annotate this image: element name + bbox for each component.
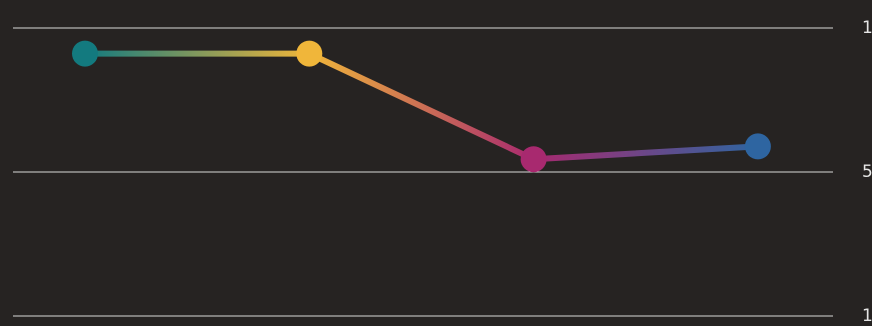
y-tick-label: 1 [862,306,872,326]
point [296,40,323,67]
point [72,40,98,67]
point [744,133,771,160]
y-tick-label: 1 [862,18,872,38]
line [85,50,759,163]
y-tick-label: 5 [862,162,872,182]
point [520,146,547,173]
